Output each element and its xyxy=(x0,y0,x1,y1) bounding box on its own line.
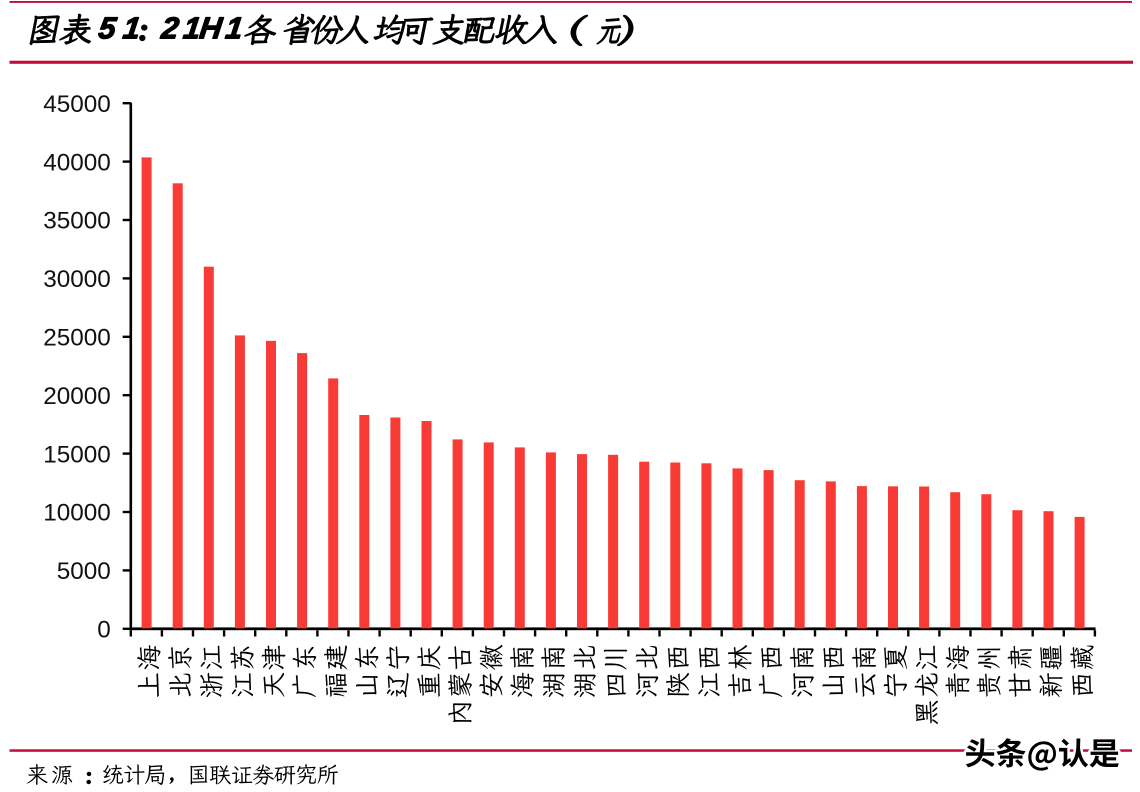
svg-text:10000: 10000 xyxy=(43,500,111,527)
svg-text:25000: 25000 xyxy=(43,325,111,352)
svg-text:35000: 35000 xyxy=(43,208,111,235)
svg-text:5000: 5000 xyxy=(57,558,111,585)
svg-text:45000: 45000 xyxy=(43,91,111,118)
svg-text:40000: 40000 xyxy=(43,149,111,176)
svg-text:20000: 20000 xyxy=(43,383,111,410)
svg-text:0: 0 xyxy=(97,617,111,644)
svg-text:30000: 30000 xyxy=(43,266,111,293)
svg-text:15000: 15000 xyxy=(43,441,111,468)
